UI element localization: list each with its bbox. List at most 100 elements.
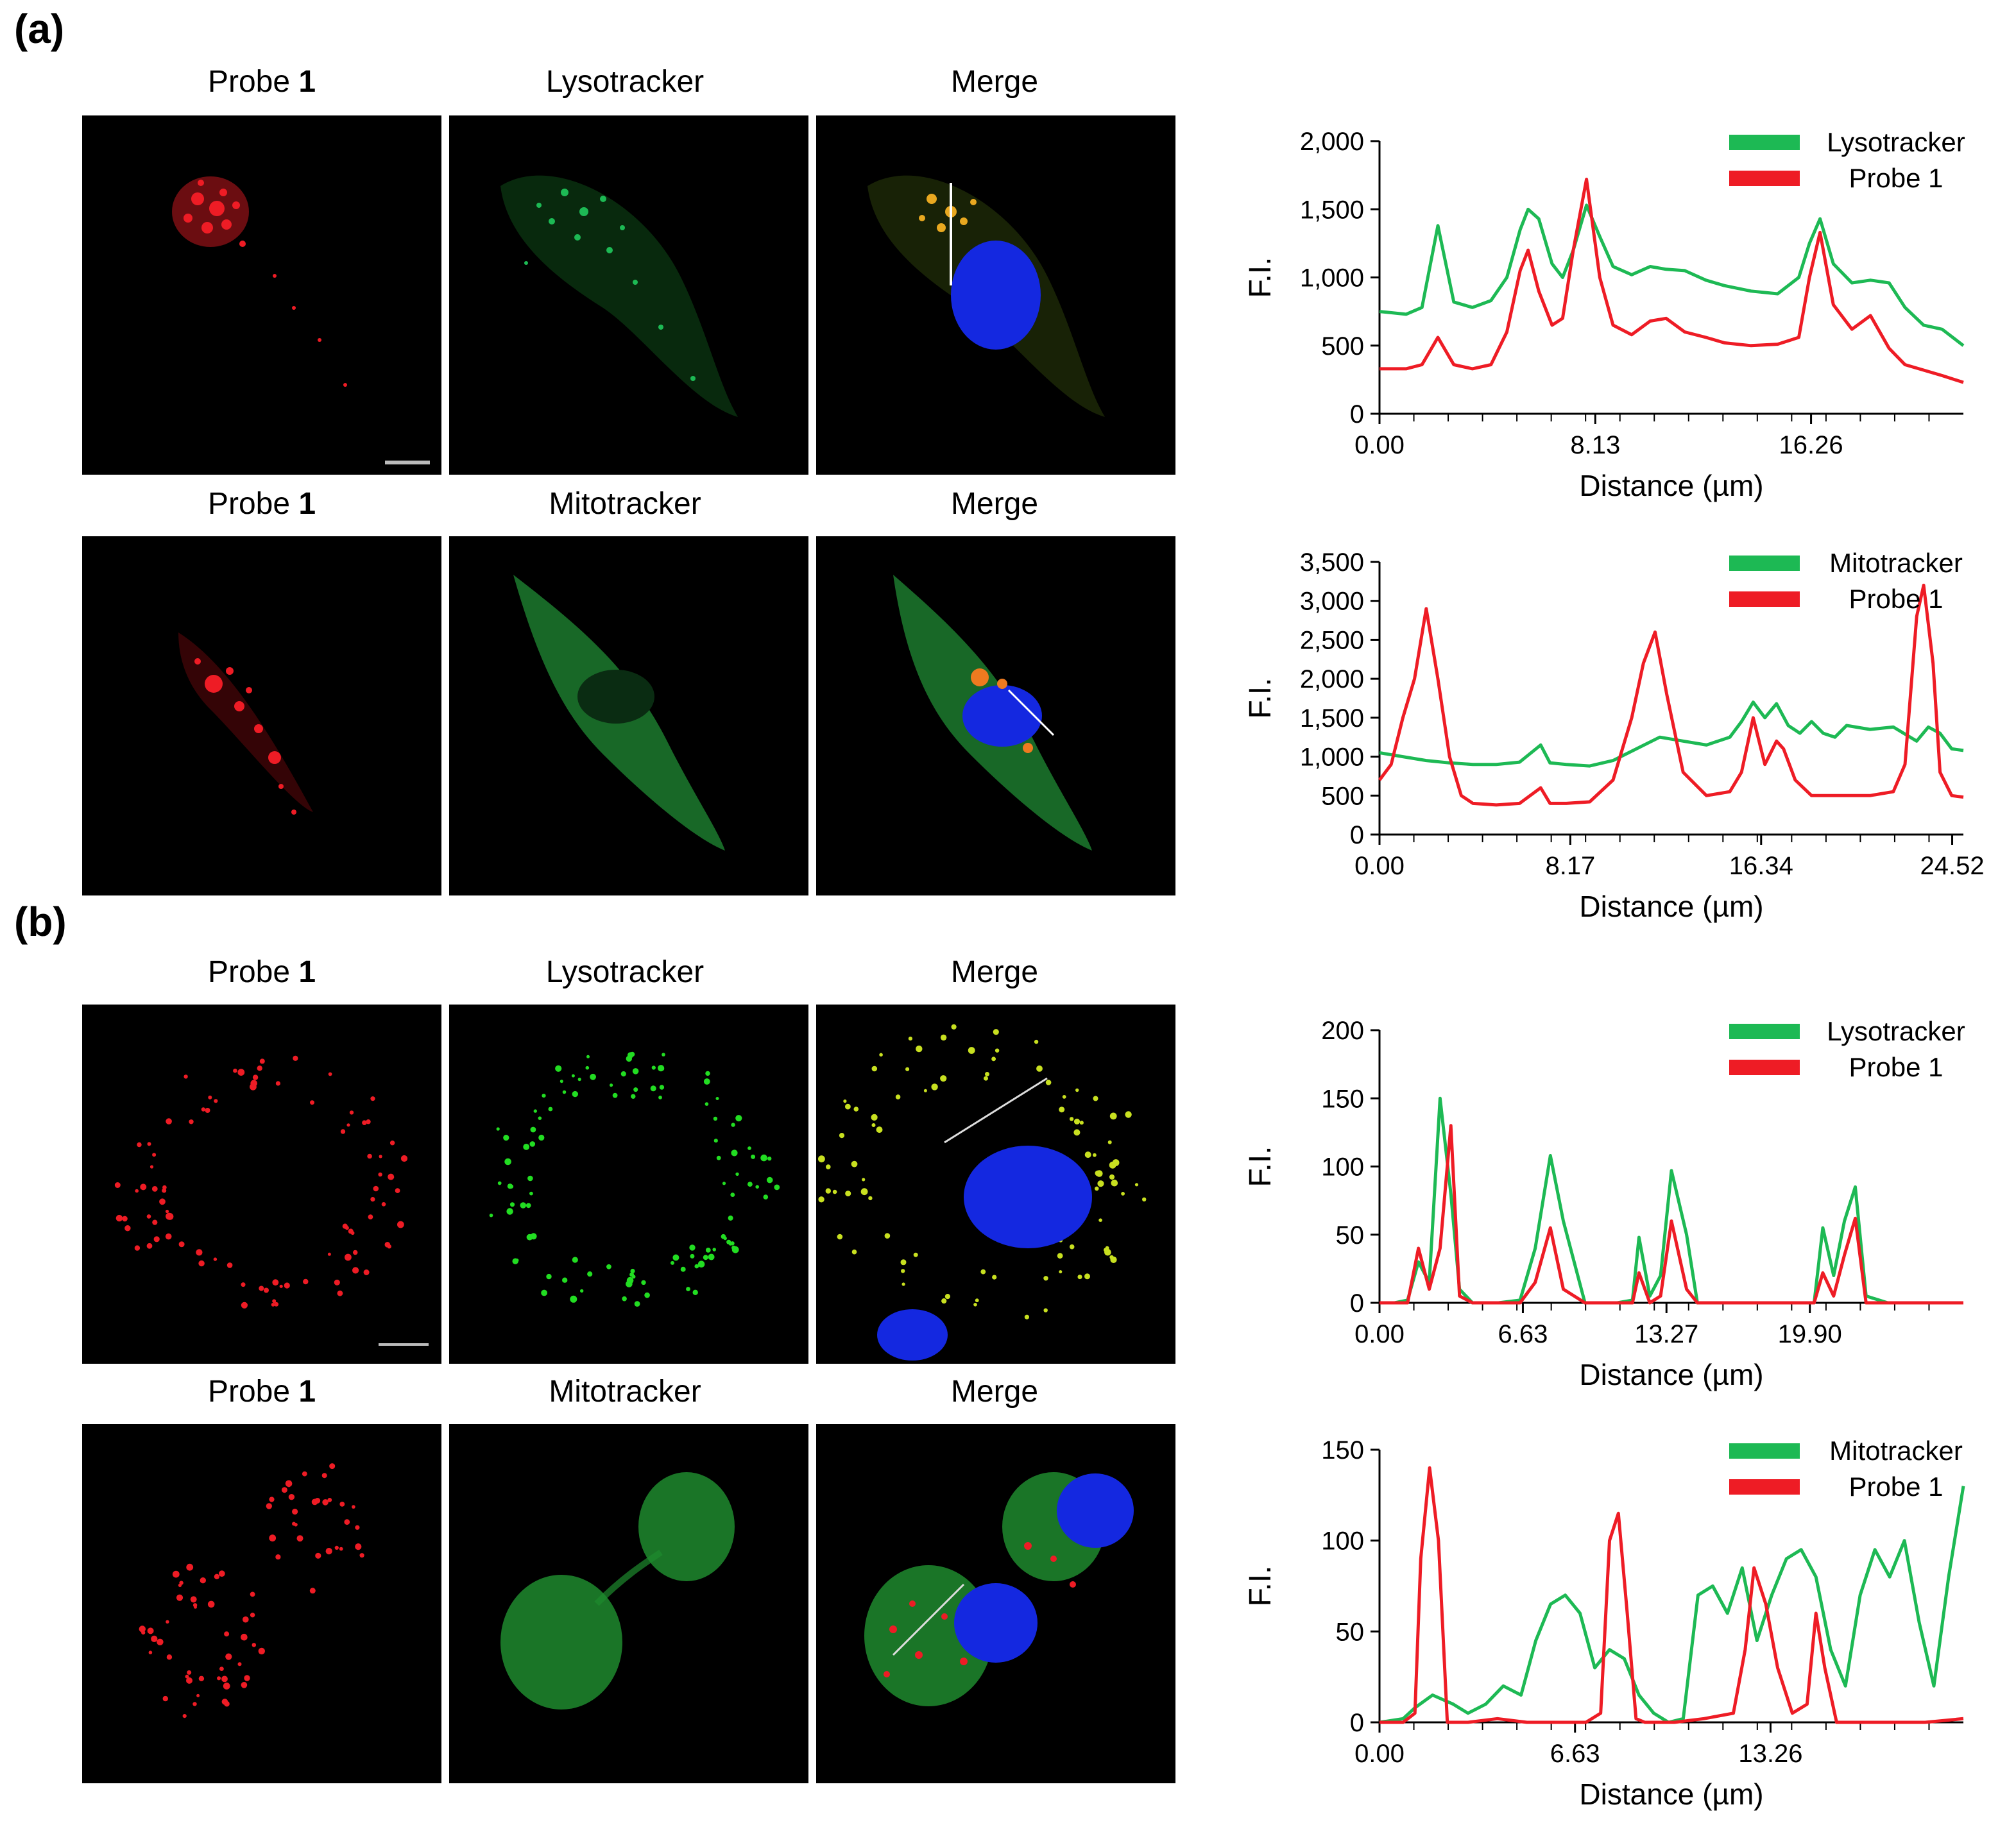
series-line	[1378, 583, 1964, 807]
punctum	[1073, 1118, 1081, 1124]
punctum	[370, 1096, 375, 1101]
panel-letter-b: (b)	[14, 899, 67, 945]
punctum	[387, 1244, 391, 1249]
y-axis-label: F.I.	[1243, 677, 1277, 718]
punctum	[1109, 1174, 1115, 1180]
micrograph-probe-b-mito	[82, 1424, 441, 1783]
punctum	[530, 1126, 536, 1133]
y-tick-label: 500	[1321, 782, 1364, 810]
x-tick-label: 0.00	[1354, 1320, 1405, 1348]
punctum	[359, 1553, 364, 1558]
punctum	[219, 1667, 224, 1671]
punctum	[362, 1120, 367, 1125]
legend-swatch	[1729, 591, 1800, 607]
punctum	[327, 1498, 332, 1502]
label-probe-row2: Probe 1	[207, 487, 316, 521]
punctum	[626, 1280, 633, 1287]
punctum	[309, 1588, 316, 1594]
punctum	[186, 1677, 192, 1684]
x-tick-label: 16.26	[1779, 431, 1843, 459]
series-line	[1379, 700, 1964, 768]
punctum	[523, 1144, 530, 1150]
line-chart-b-mito: 0 50 100 150 0.00 6.63 13.26 F.I. Distance (µm) M…	[1243, 1436, 1965, 1811]
punctum	[980, 1269, 986, 1275]
punctum	[149, 1165, 154, 1169]
label-mitotracker-row4: Mitotracker	[549, 1375, 701, 1409]
y-tick-label: 1,000	[1300, 743, 1364, 772]
y-tick-label: 1,000	[1300, 264, 1364, 293]
punctum	[715, 1097, 719, 1100]
punctum	[244, 1675, 250, 1681]
punctum	[327, 1252, 331, 1256]
punctum	[279, 1284, 283, 1288]
punctum	[266, 1503, 272, 1509]
punctum	[339, 1547, 343, 1551]
punctum	[1121, 1192, 1125, 1196]
punctum	[634, 1301, 640, 1307]
punctum	[985, 1072, 989, 1076]
label-probe-row1: Probe 1	[207, 65, 316, 99]
micrograph-mitotracker-b	[449, 1424, 808, 1783]
y-tick-label: 3,500	[1300, 548, 1364, 577]
punctum	[1098, 1218, 1102, 1222]
punctum	[1109, 1112, 1117, 1120]
punctum	[340, 1129, 346, 1134]
punctum	[1079, 1121, 1084, 1125]
punctum	[871, 1123, 876, 1127]
punctum	[363, 1269, 370, 1275]
punctum	[694, 1264, 699, 1269]
punctum	[321, 1473, 327, 1479]
punctum	[525, 1203, 531, 1209]
legend-label: Mitotracker	[1829, 548, 1963, 578]
punctum	[395, 1188, 400, 1193]
nucleus	[877, 1309, 948, 1361]
punctum	[504, 1158, 511, 1166]
legend-label: Probe 1	[1849, 584, 1943, 614]
label-merge-row2: Merge	[950, 487, 1039, 521]
punctum	[226, 1262, 233, 1268]
punctum	[214, 1099, 218, 1103]
punctum	[271, 1303, 275, 1307]
punctum	[187, 1670, 192, 1675]
punctum	[134, 1245, 141, 1251]
legend-swatch	[1729, 135, 1800, 150]
y-axis-label: F.I.	[1243, 257, 1277, 298]
legend-label: Probe 1	[1849, 1472, 1943, 1502]
punctum	[166, 1118, 172, 1124]
x-tick-label: 6.63	[1498, 1320, 1548, 1348]
punctum	[570, 1295, 577, 1303]
punctum	[631, 1094, 636, 1099]
y-tick-label: 100	[1321, 1153, 1364, 1182]
punctum	[1107, 1140, 1112, 1144]
series-line	[1380, 178, 1964, 384]
punctum	[506, 1208, 513, 1215]
punctum	[178, 1241, 185, 1248]
punctum	[1125, 1111, 1132, 1118]
punctum	[292, 1522, 296, 1526]
punctum	[1093, 1096, 1098, 1101]
micrograph-lysotracker-b	[449, 1005, 808, 1364]
punctum	[165, 1233, 172, 1240]
punctum	[355, 1543, 362, 1550]
punctum	[984, 1076, 988, 1081]
punctum	[352, 1267, 359, 1274]
punctum	[237, 1069, 245, 1076]
punctum	[258, 1647, 265, 1655]
scale-bar	[379, 1343, 429, 1346]
punctum	[731, 1150, 738, 1157]
punctum	[705, 1071, 710, 1076]
punctum	[527, 1175, 533, 1182]
punctum	[712, 1248, 716, 1251]
punctum	[151, 1635, 158, 1642]
punctum	[176, 1594, 184, 1601]
punctum	[766, 1176, 773, 1184]
punctum	[122, 1216, 128, 1222]
scale-bar	[385, 461, 430, 464]
punctum	[968, 1047, 975, 1054]
micrograph-probe-a-mito	[82, 536, 441, 895]
punctum	[200, 1577, 206, 1584]
punctum	[162, 1695, 168, 1702]
punctum	[735, 1115, 742, 1122]
x-tick-label: 16.34	[1729, 852, 1793, 880]
punctum	[339, 1502, 345, 1507]
